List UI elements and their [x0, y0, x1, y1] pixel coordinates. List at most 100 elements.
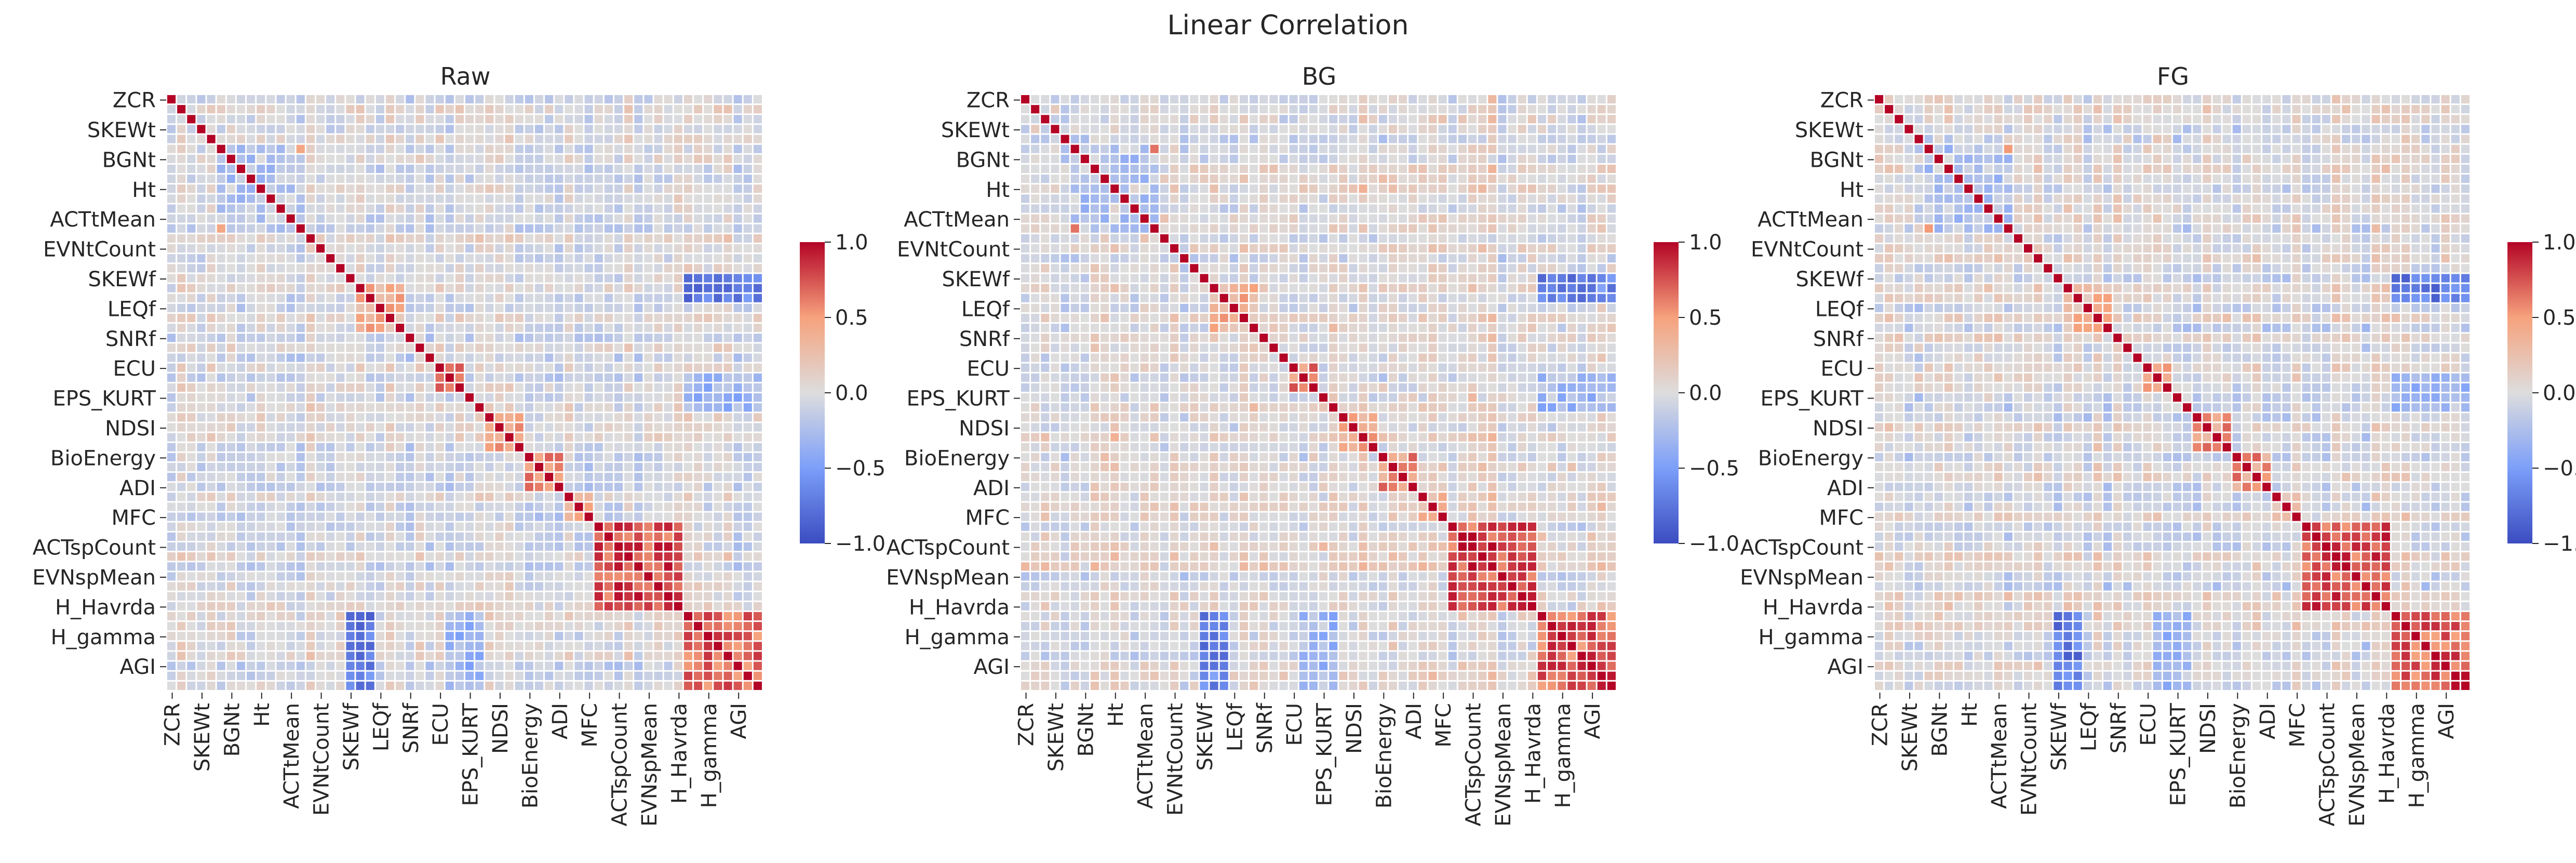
heatmap-cell: [534, 194, 544, 203]
heatmap-cell: [296, 135, 305, 143]
heatmap-cell: [167, 105, 176, 114]
heatmap-cell: [1110, 214, 1119, 223]
heatmap-cell: [1537, 284, 1547, 293]
heatmap-cell: [753, 175, 762, 183]
heatmap-cell: [406, 661, 414, 670]
heatmap-cell: [425, 642, 434, 650]
heatmap-cell: [1041, 164, 1050, 174]
heatmap-cell: [683, 363, 693, 372]
heatmap-cell: [555, 363, 564, 372]
heatmap-cell: [326, 175, 335, 183]
heatmap-cell: [435, 135, 444, 143]
heatmap-cell: [326, 612, 335, 621]
heatmap-cell: [654, 224, 663, 233]
heatmap-cell: [385, 493, 395, 501]
heatmap-cell: [525, 502, 533, 511]
heatmap-cell: [704, 512, 713, 521]
heatmap-cell: [346, 95, 355, 104]
heatmap-cell: [336, 403, 345, 412]
heatmap-cell: [207, 612, 216, 621]
heatmap-cell: [1110, 164, 1119, 174]
heatmap-cell: [1219, 284, 1228, 293]
heatmap-cell: [515, 532, 524, 541]
heatmap-cell: [1378, 303, 1387, 312]
heatmap-cell: [714, 661, 722, 670]
heatmap-cell: [1378, 194, 1387, 203]
heatmap-cell: [1259, 244, 1268, 253]
heatmap-cell: [674, 313, 682, 323]
heatmap-cell: [455, 334, 464, 342]
heatmap-cell: [187, 622, 196, 631]
heatmap-cell: [187, 313, 196, 323]
heatmap-cell: [226, 512, 235, 521]
heatmap-cell: [257, 542, 265, 551]
heatmap-cell: [1607, 115, 1616, 124]
heatmap-cell: [207, 423, 216, 432]
heatmap-cell: [177, 681, 186, 690]
heatmap-cell: [226, 393, 235, 402]
heatmap-cell: [1200, 164, 1209, 174]
heatmap-cell: [624, 274, 633, 283]
heatmap-cell: [236, 224, 246, 233]
heatmap-cell: [336, 135, 345, 143]
heatmap-cell: [485, 542, 494, 551]
heatmap-cell: [683, 462, 693, 472]
heatmap-cell: [733, 234, 742, 243]
heatmap-cell: [425, 144, 434, 153]
heatmap-cell: [674, 572, 682, 581]
heatmap-cell: [177, 642, 186, 650]
heatmap-cell: [644, 592, 653, 601]
heatmap-cell: [326, 602, 335, 610]
heatmap-cell: [207, 164, 216, 174]
heatmap-cell: [505, 353, 514, 362]
heatmap-cell: [545, 95, 554, 104]
heatmap-cell: [406, 493, 414, 501]
heatmap-cell: [177, 671, 186, 680]
heatmap-cell: [1200, 274, 1209, 283]
heatmap-cell: [455, 681, 464, 690]
heatmap-cell: [555, 303, 564, 312]
heatmap-cell: [276, 334, 285, 342]
heatmap-cell: [624, 582, 633, 591]
heatmap-cell: [177, 622, 186, 631]
heatmap-cell: [396, 115, 405, 124]
heatmap-cell: [197, 294, 206, 302]
heatmap-cell: [495, 453, 504, 461]
heatmap-cell: [435, 552, 444, 561]
heatmap-cell: [286, 552, 295, 561]
heatmap-cell: [396, 642, 405, 650]
heatmap-cell: [604, 462, 613, 472]
heatmap-cell: [1041, 234, 1050, 243]
heatmap-cell: [683, 483, 693, 492]
heatmap-cell: [1200, 264, 1209, 273]
heatmap-cell: [1219, 175, 1228, 183]
heatmap-cell: [326, 512, 335, 521]
heatmap-cell: [594, 294, 603, 302]
heatmap-cell: [1150, 175, 1159, 183]
heatmap-cell: [515, 602, 524, 610]
heatmap-cell: [1150, 194, 1159, 203]
heatmap-cell: [1388, 274, 1398, 283]
heatmap-cell: [525, 105, 533, 114]
heatmap-cell: [534, 363, 544, 372]
heatmap-cell: [743, 334, 752, 342]
heatmap-cell: [247, 403, 256, 412]
heatmap-cell: [197, 204, 206, 213]
heatmap-cell: [247, 244, 256, 253]
heatmap-cell: [286, 154, 295, 163]
heatmap-cell: [753, 572, 762, 581]
heatmap-cell: [445, 303, 454, 312]
heatmap-cell: [1448, 204, 1457, 213]
heatmap-cell: [1329, 105, 1338, 114]
heatmap-cell: [1399, 194, 1407, 203]
heatmap-cell: [236, 632, 246, 641]
heatmap-cell: [525, 125, 533, 134]
heatmap-cell: [1210, 284, 1218, 293]
heatmap-cell: [714, 393, 722, 402]
heatmap-cell: [1537, 194, 1547, 203]
heatmap-cell: [356, 652, 365, 660]
heatmap-cell: [266, 154, 275, 163]
heatmap-cell: [495, 572, 504, 581]
heatmap-cell: [445, 204, 454, 213]
heatmap-cell: [475, 324, 484, 333]
